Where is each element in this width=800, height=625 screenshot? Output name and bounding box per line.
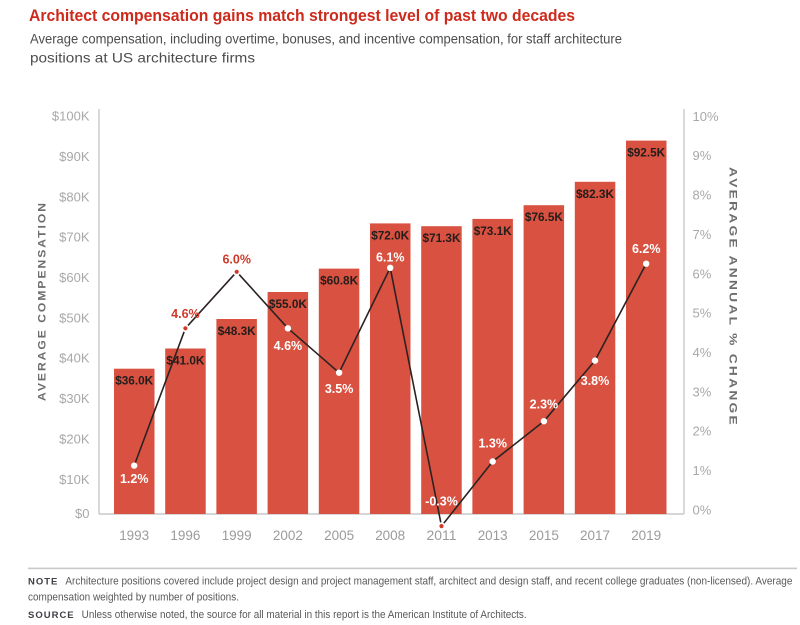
svg-text:1%: 1% [693, 463, 712, 478]
svg-text:$73.1K: $73.1K [474, 224, 512, 238]
svg-text:$71.3K: $71.3K [423, 231, 461, 245]
svg-text:$80K: $80K [59, 189, 90, 204]
svg-text:3.8%: 3.8% [581, 374, 610, 388]
svg-text:2%: 2% [693, 424, 712, 439]
svg-text:1993: 1993 [119, 527, 149, 543]
svg-text:2.3%: 2.3% [530, 397, 559, 411]
svg-text:7%: 7% [693, 227, 712, 242]
svg-text:9%: 9% [693, 148, 712, 163]
svg-text:2002: 2002 [273, 527, 303, 543]
svg-text:4.6%: 4.6% [171, 307, 200, 321]
svg-text:$76.5K: $76.5K [525, 210, 563, 224]
svg-text:6.1%: 6.1% [376, 250, 405, 264]
svg-text:$36.0K: $36.0K [115, 374, 153, 388]
svg-text:4.6%: 4.6% [274, 339, 303, 353]
svg-text:2019: 2019 [631, 527, 661, 543]
svg-text:8%: 8% [693, 188, 712, 203]
svg-text:6%: 6% [693, 266, 712, 281]
svg-text:2008: 2008 [375, 527, 405, 543]
svg-text:$30K: $30K [59, 391, 90, 406]
svg-text:-0.3%: -0.3% [425, 495, 458, 509]
svg-text:$41.0K: $41.0K [166, 354, 204, 368]
svg-text:$0: $0 [75, 506, 89, 521]
svg-text:$100K: $100K [52, 109, 90, 124]
svg-text:$60.8K: $60.8K [320, 274, 358, 288]
svg-text:1999: 1999 [222, 527, 252, 543]
svg-text:0%: 0% [693, 502, 712, 517]
svg-text:1.2%: 1.2% [120, 472, 149, 486]
svg-text:AVERAGE ANNUAL % CHANGE: AVERAGE ANNUAL % CHANGE [727, 167, 739, 427]
svg-text:2011: 2011 [427, 527, 457, 543]
svg-text:$48.3K: $48.3K [218, 324, 256, 338]
svg-text:2015: 2015 [529, 527, 559, 543]
svg-text:2013: 2013 [478, 527, 508, 543]
svg-text:3%: 3% [693, 384, 712, 399]
svg-text:4%: 4% [693, 345, 712, 360]
svg-text:$55.0K: $55.0K [269, 297, 307, 311]
svg-text:$50K: $50K [59, 310, 90, 325]
svg-text:$40K: $40K [59, 351, 90, 366]
svg-text:10%: 10% [693, 109, 719, 124]
svg-text:$60K: $60K [59, 270, 90, 285]
svg-text:AVERAGE COMPENSATION: AVERAGE COMPENSATION [37, 201, 49, 401]
svg-text:$90K: $90K [59, 149, 90, 164]
svg-text:5%: 5% [693, 306, 712, 321]
svg-text:Average compensation, includin: Average compensation, including overtime… [30, 31, 622, 47]
svg-text:positions at US architecture f: positions at US architecture firms [30, 50, 255, 66]
svg-text:$82.3K: $82.3K [576, 187, 614, 201]
svg-text:1.3%: 1.3% [478, 436, 507, 450]
svg-text:compensation weighted by numbe: compensation weighted by number of posit… [28, 592, 239, 604]
svg-text:$72.0K: $72.0K [371, 228, 409, 242]
svg-text:6.0%: 6.0% [222, 252, 251, 266]
svg-text:1996: 1996 [170, 527, 200, 543]
svg-text:3.5%: 3.5% [325, 382, 354, 396]
svg-text:2005: 2005 [324, 527, 354, 543]
svg-text:$20K: $20K [59, 432, 90, 447]
svg-text:2017: 2017 [580, 527, 610, 543]
svg-text:6.2%: 6.2% [632, 242, 661, 256]
svg-text:Architect compensation gains m: Architect compensation gains match stron… [29, 6, 575, 25]
svg-text:$70K: $70K [59, 230, 90, 245]
svg-text:$92.5K: $92.5K [627, 146, 665, 160]
svg-text:$10K: $10K [59, 472, 90, 487]
